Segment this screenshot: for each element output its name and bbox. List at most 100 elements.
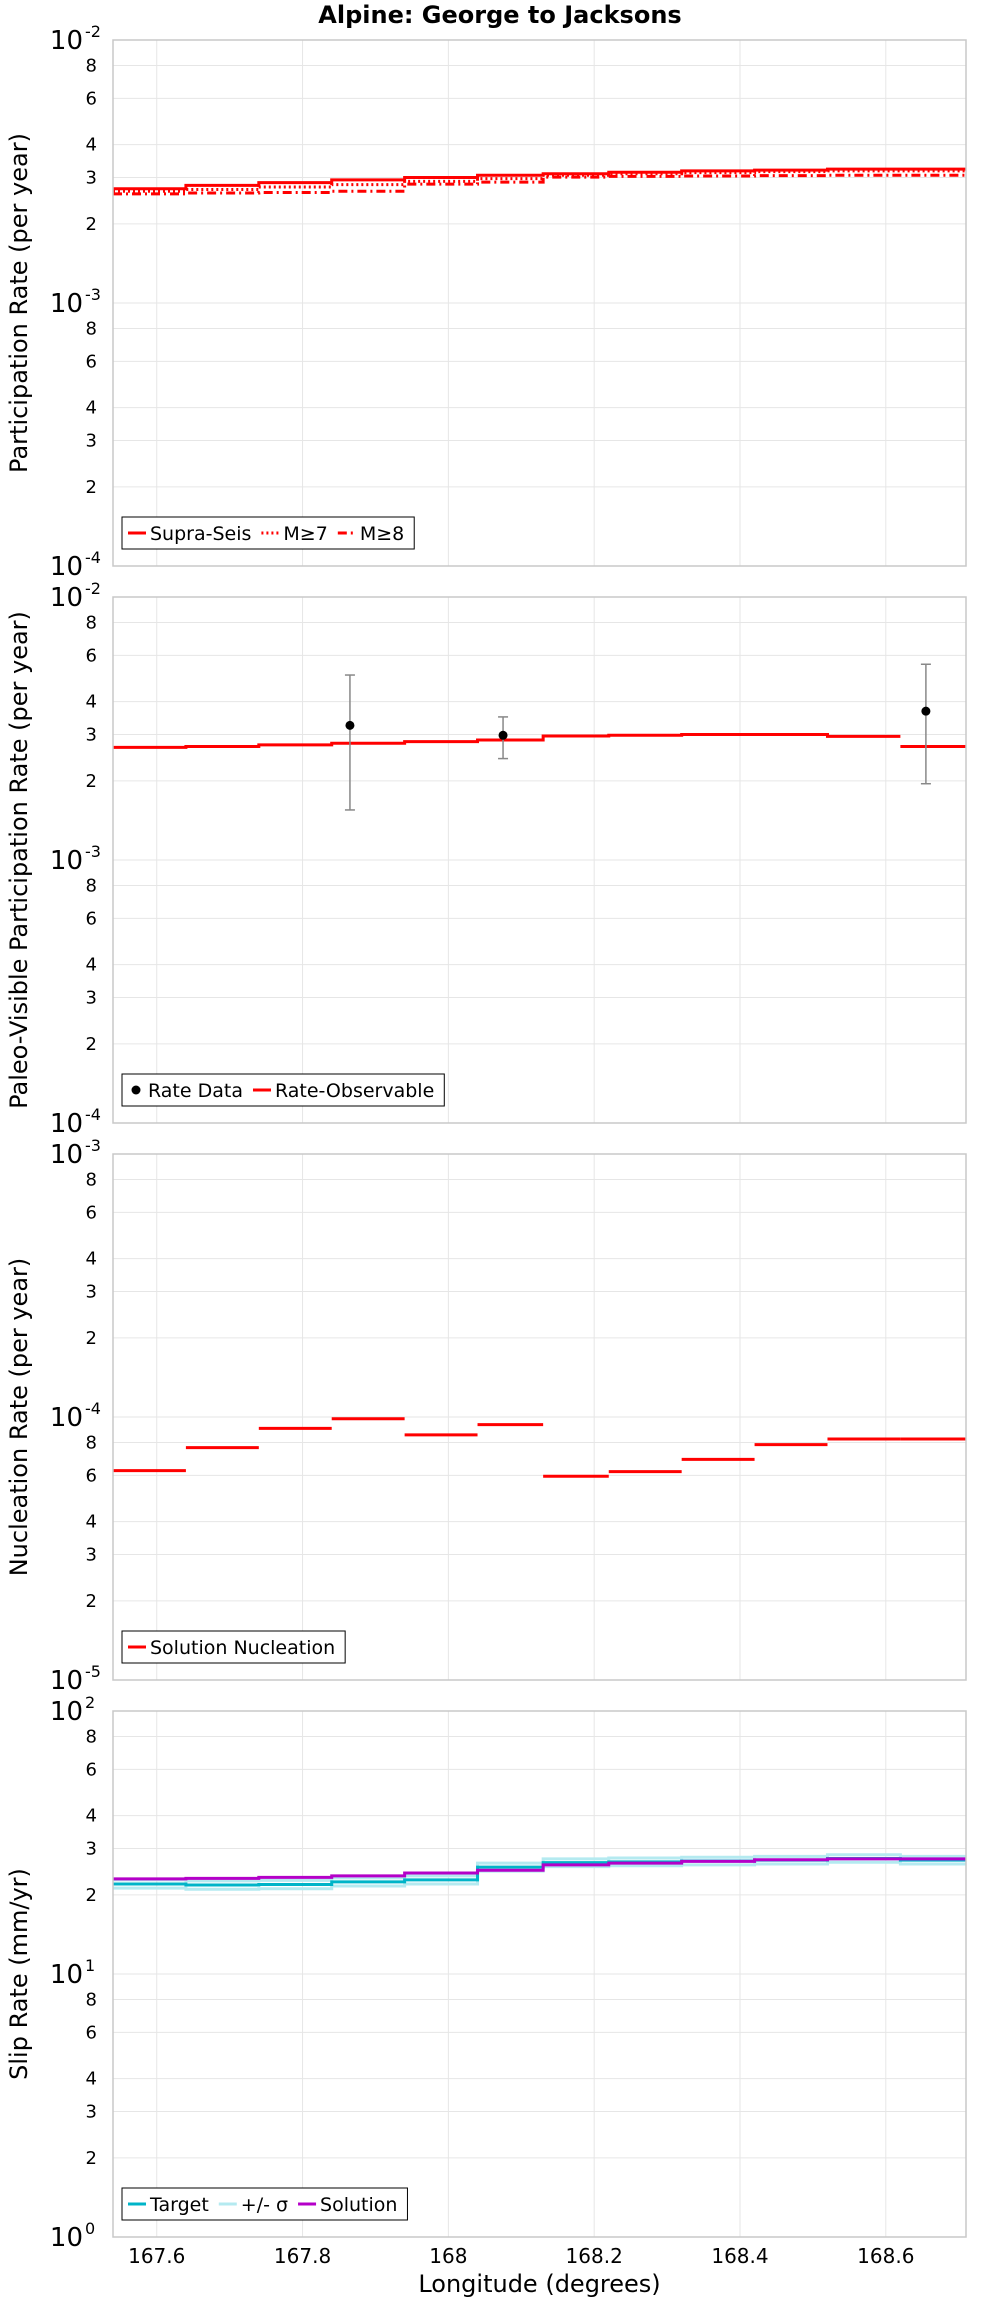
- y-axis-label: Nucleation Rate (per year): [5, 1258, 33, 1577]
- legend-box: [121, 2187, 408, 2221]
- y-tick-label-exponent: -4: [85, 548, 101, 567]
- y-tick-label-minor: 2: [86, 1328, 97, 1349]
- y-tick-label-minor: 4: [86, 2069, 97, 2090]
- x-axis: 167.6 167.8 168 168.2 168.4 168.6 Longitude (d…: [128, 2244, 914, 2298]
- legend-label: Supra-Seis: [150, 523, 251, 545]
- chart-title: Alpine: George to Jacksons: [318, 1, 681, 29]
- y-axis-label: Participation Rate (per year): [5, 133, 33, 473]
- y-tick-label-minor: 8: [86, 1169, 97, 1190]
- y-tick-label-major: 10: [50, 1960, 83, 1990]
- series--upper: [113, 1853, 966, 1883]
- y-tick-label-exponent: -3: [85, 1136, 101, 1155]
- y-tick-label-minor: 6: [86, 645, 97, 666]
- rate-data-point: [498, 730, 508, 740]
- y-tick-label-exponent: -4: [85, 1399, 101, 1418]
- x-tick-label: 168.2: [566, 2244, 623, 2268]
- y-tick-label-major: 10: [50, 2223, 83, 2253]
- y-tick-label-minor: 3: [86, 2102, 97, 2123]
- series-solution: [113, 1857, 966, 1881]
- legend: Rate Data Rate-Observable: [121, 1073, 445, 1107]
- y-tick-label-major: 10: [50, 289, 83, 319]
- y-tick-label-minor: 4: [86, 692, 97, 713]
- rate-data-point: [345, 720, 355, 730]
- y-tick-label-minor: 2: [86, 771, 97, 792]
- y-tick-label-minor: 3: [86, 1282, 97, 1303]
- y-tick-label-minor: 4: [86, 135, 97, 156]
- legend-label: +/- σ: [241, 2194, 288, 2216]
- y-tick-label-minor: 6: [86, 1202, 97, 1223]
- y-tick-label-major: 10: [50, 1140, 83, 1170]
- x-tick-label: 167.6: [128, 2244, 185, 2268]
- legend-label: Solution Nucleation: [150, 1637, 335, 1659]
- y-tick-label-exponent: -3: [85, 285, 101, 304]
- y-tick-label-minor: 8: [86, 1726, 97, 1747]
- y-tick-label-major: 10: [50, 583, 83, 613]
- y-tick-label-minor: 6: [86, 88, 97, 109]
- series-group: [113, 733, 966, 749]
- y-tick-label-major: 10: [50, 552, 83, 582]
- series-rate-observable: [113, 733, 901, 749]
- legend: Supra-Seis M≥7 M≥8: [121, 516, 415, 550]
- y-tick-label-minor: 6: [86, 2022, 97, 2043]
- y-tick-label-minor: 4: [86, 398, 97, 419]
- y-axis-label: Paleo-Visible Participation Rate (per ye…: [5, 611, 33, 1109]
- y-tick-label-minor: 8: [86, 1432, 97, 1453]
- rate-data-points: [344, 663, 931, 811]
- y-tick-label-minor: 2: [86, 1591, 97, 1612]
- y-tick-label-minor: 8: [86, 1989, 97, 2010]
- plot-frame: [112, 596, 967, 1124]
- y-tick-label-minor: 8: [86, 318, 97, 339]
- y-tick-label-minor: 8: [86, 55, 97, 76]
- series-m-7: [113, 169, 966, 193]
- plot-frame: [112, 1710, 967, 2238]
- y-tick-label-minor: 4: [86, 955, 97, 976]
- series-group: [113, 167, 966, 196]
- y-tick-label-minor: 2: [86, 477, 97, 498]
- y-tick-label-major: 10: [50, 1666, 83, 1696]
- y-tick-label-minor: 3: [86, 725, 97, 746]
- y-tick-label-exponent: 2: [85, 1693, 95, 1712]
- legend-label: Rate Data: [148, 1080, 243, 1102]
- legend: Target +/- σ Solution: [121, 2187, 408, 2221]
- legend-box: [121, 1630, 346, 1664]
- grid: [113, 1710, 966, 2238]
- x-tick-label: 168.6: [857, 2244, 914, 2268]
- series-group: [113, 1417, 966, 1478]
- legend-label: M≥8: [360, 523, 404, 545]
- y-tick-label-exponent: -3: [85, 842, 101, 861]
- y-tick-label-minor: 4: [86, 1806, 97, 1827]
- y-axis-label: Slip Rate (mm/yr): [5, 1868, 33, 2080]
- legend-label: Target: [149, 2194, 209, 2216]
- y-tick-label-exponent: 0: [85, 2219, 95, 2238]
- y-tick-label-minor: 6: [86, 908, 97, 929]
- y-tick-label-major: 10: [50, 1109, 83, 1139]
- legend: Solution Nucleation: [121, 1630, 346, 1664]
- y-tick-label-minor: 3: [86, 168, 97, 189]
- y-tick-label-minor: 3: [86, 1839, 97, 1860]
- x-tick-label: 168: [429, 2244, 467, 2268]
- y-tick-label-minor: 6: [86, 351, 97, 372]
- rate-data-point: [921, 706, 931, 716]
- y-tick-label-minor: 2: [86, 2148, 97, 2169]
- y-tick-label-minor: 8: [86, 875, 97, 896]
- y-tick-label-minor: 2: [86, 214, 97, 235]
- y-tick-label-minor: 4: [86, 1512, 97, 1533]
- legend-label: Rate-Observable: [275, 1080, 434, 1102]
- y-tick-label-major: 10: [50, 1697, 83, 1727]
- series-group: [113, 1853, 966, 1891]
- y-tick-label-minor: 6: [86, 1465, 97, 1486]
- y-tick-label-minor: 3: [86, 1545, 97, 1566]
- y-tick-label-minor: 4: [86, 1249, 97, 1270]
- grid: [113, 596, 966, 1124]
- series-m-8: [113, 173, 966, 196]
- legend-label: Solution: [320, 2194, 397, 2216]
- x-axis-label: Longitude (degrees): [418, 2270, 660, 2298]
